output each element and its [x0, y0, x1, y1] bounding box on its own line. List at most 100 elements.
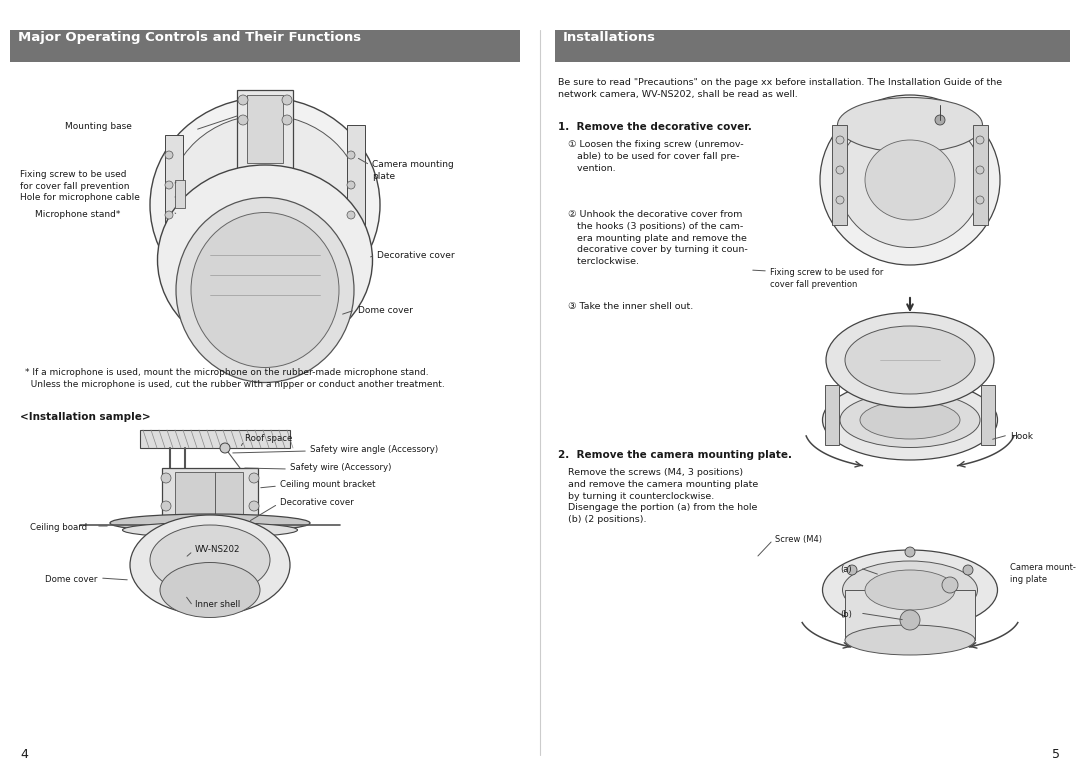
Circle shape	[282, 95, 292, 105]
Text: 1.  Remove the decorative cover.: 1. Remove the decorative cover.	[558, 122, 752, 132]
Circle shape	[249, 501, 259, 511]
Circle shape	[161, 473, 171, 483]
Circle shape	[249, 473, 259, 483]
Circle shape	[905, 547, 915, 557]
Text: WV-NS202: WV-NS202	[195, 545, 241, 554]
Text: Dome cover: Dome cover	[357, 306, 413, 315]
Text: Fixing screw to be used for
cover fall prevention: Fixing screw to be used for cover fall p…	[770, 268, 883, 289]
Ellipse shape	[158, 165, 373, 355]
Bar	[981, 385, 995, 445]
Bar	[832, 125, 847, 225]
Text: Mounting base: Mounting base	[65, 122, 132, 131]
Text: Ceiling board: Ceiling board	[30, 523, 87, 532]
Ellipse shape	[191, 213, 339, 367]
Text: (b): (b)	[840, 610, 852, 619]
Circle shape	[976, 136, 984, 144]
Text: Hole for microphone cable: Hole for microphone cable	[21, 193, 140, 202]
Bar	[973, 125, 988, 225]
Bar	[140, 430, 291, 448]
Ellipse shape	[820, 95, 1000, 265]
Text: * If a microphone is used, mount the microphone on the rubber-made microphone st: * If a microphone is used, mount the mic…	[25, 368, 445, 389]
Ellipse shape	[865, 140, 955, 220]
Circle shape	[900, 610, 920, 630]
Text: Be sure to read "Precautions" on the page xx before installation. The Installati: Be sure to read "Precautions" on the pag…	[558, 78, 1002, 99]
Bar	[347, 125, 365, 255]
Circle shape	[238, 95, 248, 105]
Text: 4: 4	[21, 748, 28, 761]
Ellipse shape	[130, 515, 291, 615]
Text: Decorative cover: Decorative cover	[377, 251, 455, 260]
Bar	[845, 590, 975, 640]
Ellipse shape	[150, 97, 380, 312]
Circle shape	[347, 211, 355, 219]
Ellipse shape	[845, 625, 975, 655]
Circle shape	[282, 115, 292, 125]
Circle shape	[161, 501, 171, 511]
Ellipse shape	[837, 97, 983, 152]
Ellipse shape	[823, 380, 998, 460]
Text: Decorative cover: Decorative cover	[280, 498, 354, 507]
Ellipse shape	[122, 522, 297, 538]
Circle shape	[963, 565, 973, 575]
Ellipse shape	[865, 570, 955, 610]
Text: 5: 5	[1052, 748, 1059, 761]
Circle shape	[836, 196, 843, 204]
Text: Installations: Installations	[563, 31, 656, 44]
Text: Remove the screws (M4, 3 positions)
and remove the camera mounting plate
by turn: Remove the screws (M4, 3 positions) and …	[568, 468, 758, 524]
Circle shape	[976, 196, 984, 204]
Ellipse shape	[826, 312, 994, 408]
Circle shape	[935, 115, 945, 125]
Text: Fixing screw to be used
for cover fall prevention: Fixing screw to be used for cover fall p…	[21, 170, 130, 190]
Bar	[555, 30, 1070, 62]
Circle shape	[976, 166, 984, 174]
Circle shape	[165, 181, 173, 189]
Circle shape	[347, 151, 355, 159]
Circle shape	[238, 115, 248, 125]
Bar	[825, 385, 839, 445]
Text: Dome cover: Dome cover	[45, 575, 97, 584]
Text: ② Unhook the decorative cover from
   the hooks (3 positions) of the cam-
   era: ② Unhook the decorative cover from the h…	[568, 210, 747, 266]
Circle shape	[165, 211, 173, 219]
Bar	[165, 135, 183, 245]
Text: Safety wire (Accessory): Safety wire (Accessory)	[291, 463, 391, 472]
Ellipse shape	[837, 112, 983, 248]
Text: Camera mounting
plate: Camera mounting plate	[372, 160, 454, 181]
Text: Hook: Hook	[1010, 432, 1032, 441]
Text: Inner shell: Inner shell	[195, 600, 240, 609]
Circle shape	[347, 181, 355, 189]
Bar	[215, 472, 243, 517]
Bar	[162, 468, 258, 523]
Circle shape	[836, 166, 843, 174]
Ellipse shape	[860, 401, 960, 439]
Ellipse shape	[110, 514, 310, 532]
Ellipse shape	[176, 197, 354, 382]
Text: Roof space: Roof space	[245, 434, 293, 443]
Bar	[175, 180, 185, 208]
Ellipse shape	[840, 392, 980, 448]
Bar	[247, 95, 283, 163]
Circle shape	[942, 577, 958, 593]
Ellipse shape	[167, 115, 363, 295]
Bar	[10, 30, 519, 62]
Text: Camera mount-
ing plate: Camera mount- ing plate	[1010, 563, 1076, 584]
Text: Screw (M4): Screw (M4)	[775, 535, 822, 544]
Text: Ceiling mount bracket: Ceiling mount bracket	[280, 480, 376, 489]
Bar	[175, 472, 215, 517]
Text: Safety wire angle (Accessory): Safety wire angle (Accessory)	[310, 445, 438, 454]
Ellipse shape	[160, 562, 260, 617]
Text: Major Operating Controls and Their Functions: Major Operating Controls and Their Funct…	[18, 31, 361, 44]
Circle shape	[165, 151, 173, 159]
Text: (a): (a)	[840, 565, 852, 574]
Text: Microphone stand*: Microphone stand*	[35, 210, 120, 219]
Circle shape	[220, 443, 230, 453]
Circle shape	[847, 565, 858, 575]
Bar	[237, 90, 293, 170]
Ellipse shape	[823, 550, 998, 630]
Ellipse shape	[845, 326, 975, 394]
Circle shape	[836, 136, 843, 144]
Ellipse shape	[842, 561, 977, 619]
Text: ① Loosen the fixing screw (unremov-
   able) to be used for cover fall pre-
   v: ① Loosen the fixing screw (unremov- able…	[568, 140, 744, 173]
Text: <Installation sample>: <Installation sample>	[21, 412, 150, 422]
Ellipse shape	[150, 525, 270, 595]
Text: ③ Take the inner shell out.: ③ Take the inner shell out.	[568, 302, 693, 311]
